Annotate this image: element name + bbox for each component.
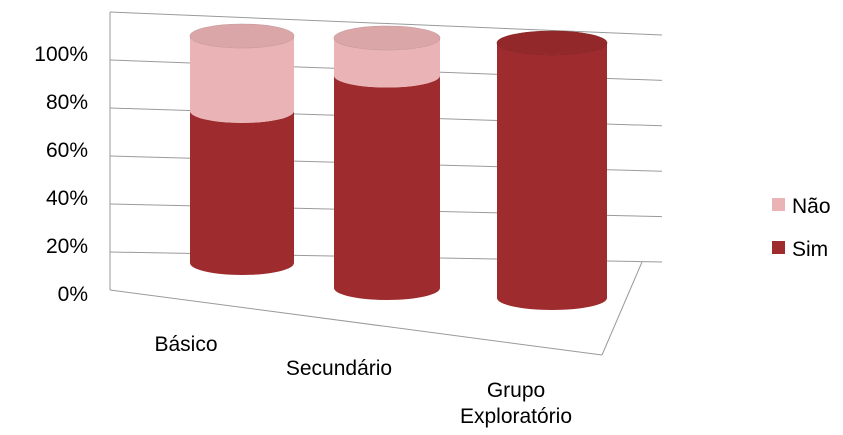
- segment-sim: [190, 110, 294, 275]
- category-label: Secundário: [286, 357, 392, 380]
- legend-swatch: [772, 198, 785, 211]
- chart-walls: [109, 12, 643, 356]
- cylinder-top-cap: [496, 30, 608, 56]
- y-tick-label: 20%: [46, 235, 88, 258]
- y-tick-label: 100%: [34, 43, 88, 66]
- legend-swatch: [772, 241, 785, 254]
- y-tick-label: 40%: [46, 187, 88, 210]
- cylinders: [189, 23, 608, 310]
- floor-right-edge: [601, 261, 643, 356]
- category-label: Grupo Exploratório: [460, 379, 572, 428]
- legend-label: Sim: [792, 238, 828, 261]
- y-tick-label: 80%: [46, 91, 88, 114]
- y-tick-label: 60%: [46, 139, 88, 162]
- cylinder-grupo-exploratorio: [496, 30, 608, 310]
- segment-sim: [497, 43, 607, 310]
- y-axis-ticks: 0% 20% 40% 60% 80% 100%: [34, 43, 88, 306]
- legend-item-nao: Não: [772, 195, 831, 218]
- legend: Não Sim: [772, 195, 831, 261]
- category-label: Básico: [154, 333, 217, 356]
- segment-sim: [334, 75, 440, 300]
- gridline: [109, 11, 663, 36]
- segment-nao: [190, 36, 294, 123]
- y-tick-label: 0%: [58, 283, 88, 306]
- category-labels: Básico Secundário Grupo Exploratório: [154, 333, 572, 428]
- legend-item-sim: Sim: [772, 238, 828, 261]
- segment-nao: [334, 38, 440, 88]
- legend-label: Não: [792, 195, 831, 218]
- cylinder-secundario: [333, 25, 441, 300]
- cylinder-basico: [189, 23, 295, 275]
- cylinder-top-cap: [333, 25, 441, 51]
- cylinder-top-cap: [189, 23, 295, 49]
- floor-front-edge: [109, 289, 603, 356]
